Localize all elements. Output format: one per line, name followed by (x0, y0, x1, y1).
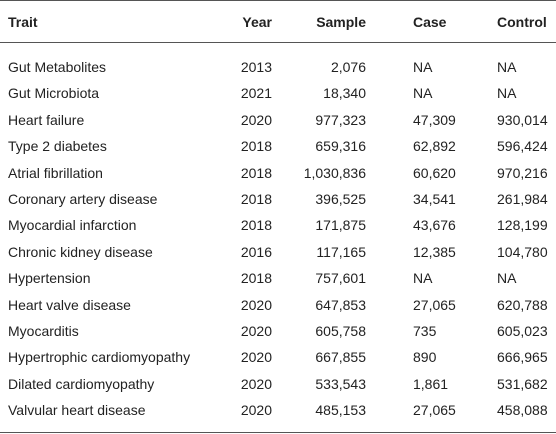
table-cell: 396,525 (315, 191, 366, 207)
table-cell: 1,861 (413, 375, 449, 392)
table-cell: NA (413, 85, 433, 102)
table-cell: Type 2 diabetes (8, 138, 107, 155)
table-cell: 485,153 (315, 402, 366, 419)
table-cell: 27,065 (413, 296, 456, 313)
table-cell: 2020 (240, 402, 272, 419)
table-cell: 171,875 (315, 217, 366, 234)
table-cell: 2021 (240, 85, 272, 102)
table-cell: Myocardial infarction (8, 217, 137, 234)
table-cell: Myocarditis (8, 323, 79, 339)
table-cell: 2018 (240, 191, 272, 207)
table-cell: 666,965 (497, 349, 548, 366)
table-cell: 596,424 (497, 138, 548, 155)
table-cell: Gut Metabolites (8, 59, 107, 75)
top-rule (0, 0, 556, 1)
table-cell: NA (413, 59, 433, 75)
table-cell: 757,601 (315, 270, 366, 287)
table-cell: 735 (413, 323, 437, 339)
table-cell: 890 (413, 349, 437, 366)
table-cell: 970,216 (497, 164, 548, 181)
table-cell: 605,023 (497, 323, 548, 339)
table-cell: 2018 (240, 217, 272, 234)
header-cell: Sample (316, 14, 366, 30)
table-cell: 62,892 (413, 138, 456, 155)
header-rule (0, 42, 556, 43)
table-cell: 2016 (240, 243, 272, 260)
table-cell: 261,984 (497, 191, 548, 207)
table-cell: 605,758 (315, 323, 366, 339)
table-cell: 47,309 (413, 111, 456, 128)
table-cell: 2020 (240, 111, 272, 128)
table-cell: NA (497, 59, 517, 75)
table-cell: 2020 (240, 375, 272, 392)
table-cell: 930,014 (497, 111, 548, 128)
table-cell: 43,676 (413, 217, 456, 234)
table-cell: Gut Microbiota (8, 85, 100, 102)
table-cell: NA (497, 85, 517, 102)
table-cell: Hypertension (8, 270, 91, 287)
table-cell: 533,543 (315, 375, 366, 392)
table-cell: Dilated cardiomyopathy (8, 375, 155, 392)
table-cell: 2020 (240, 296, 272, 313)
table-cell: 2018 (240, 164, 272, 181)
table-cell: 1,030,836 (303, 164, 366, 181)
table-cell: Heart valve disease (8, 296, 131, 313)
table-cell: Valvular heart disease (8, 402, 146, 419)
table-cell: 128,199 (497, 217, 548, 234)
table-cell: 104,780 (497, 243, 548, 260)
table-cell: 12,385 (413, 243, 456, 260)
table-cell: NA (497, 270, 517, 287)
table-cell: 2018 (240, 270, 272, 287)
table-cell: 667,855 (315, 349, 366, 366)
table-cell: Atrial fibrillation (8, 164, 103, 181)
header-cell: Year (242, 14, 272, 30)
table-cell: 34,541 (413, 191, 456, 207)
header-cell: Case (413, 14, 447, 30)
table-cell: 2013 (240, 59, 272, 75)
bottom-rule (0, 432, 556, 433)
table-cell: 117,165 (316, 243, 366, 260)
table-cell: 458,088 (497, 402, 548, 419)
table-cell: 620,788 (497, 296, 548, 313)
header-cell: Trait (8, 14, 38, 30)
table-cell: 2018 (240, 138, 272, 155)
table-cell: NA (413, 270, 433, 287)
table-cell: 2020 (240, 349, 272, 366)
table-cell: Chronic kidney disease (8, 243, 153, 260)
table-cell: 2020 (240, 323, 272, 339)
header-cell: Control (497, 14, 547, 30)
table-cell: 977,323 (315, 111, 366, 128)
table-cell: 60,620 (413, 164, 456, 181)
table-cell: Hypertrophic cardiomyopathy (8, 349, 191, 366)
table-cell: 2,076 (330, 59, 366, 75)
table-cell: 18,340 (323, 85, 366, 102)
table-cell: Coronary artery disease (8, 191, 158, 207)
table-cell: 647,853 (315, 296, 366, 313)
table-cell: Heart failure (8, 111, 85, 128)
table-cell: 531,682 (497, 375, 548, 392)
table-cell: 27,065 (413, 402, 456, 419)
table-cell: 659,316 (315, 138, 366, 155)
